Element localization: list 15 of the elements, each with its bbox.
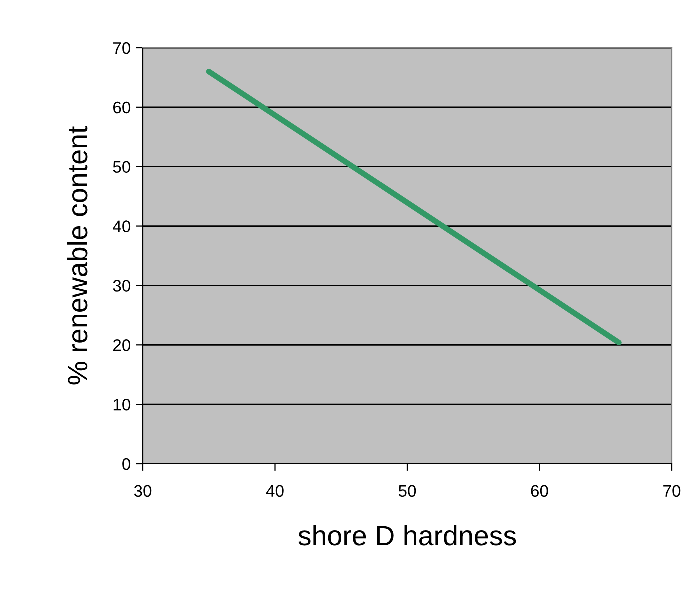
y-tick-label: 60 [114, 102, 131, 114]
y-axis-title: % renewable content [67, 126, 88, 385]
x-tick-label: 60 [531, 485, 548, 498]
x-tick-label: 40 [266, 485, 284, 498]
x-tick-label: 30 [134, 485, 152, 498]
y-tick-label: 30 [113, 280, 131, 292]
y-tick-label: 50 [113, 161, 131, 174]
x-axis-title: shore D hardness [298, 525, 516, 546]
x-tick-label: 70 [664, 485, 681, 498]
x-tick-label: 50 [398, 485, 416, 498]
y-tick-label: 10 [114, 398, 131, 411]
y-tick-label: 20 [113, 340, 131, 352]
y-tick-label: 0 [122, 458, 131, 470]
y-tick-label: 40 [113, 220, 131, 232]
y-tick-label: 70 [114, 42, 131, 54]
